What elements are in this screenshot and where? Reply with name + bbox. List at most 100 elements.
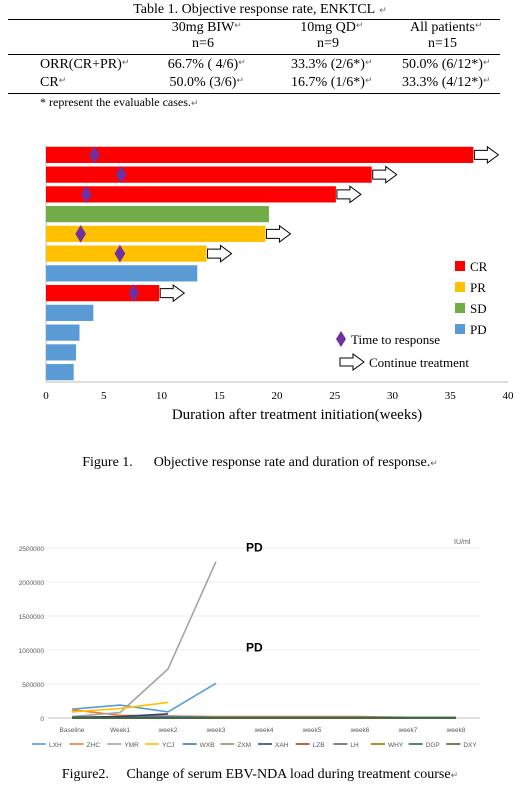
table-header-col1: 30mg BIW ↵ n=6 <box>148 20 258 52</box>
legend-label: YMR <box>124 742 139 749</box>
x-tick-label: week7 <box>398 727 418 734</box>
table-cell: 50.0% (3/6) ↵ <box>148 75 258 91</box>
y-tick-label: 1000000 <box>19 648 45 655</box>
x-tick-label: 40 <box>503 390 515 402</box>
legend-label: Continue treatment <box>369 355 469 370</box>
table-top-rule <box>8 19 500 20</box>
x-tick-label: week6 <box>350 727 370 734</box>
col3-n: n=15 <box>428 36 457 51</box>
response-marker-icon <box>89 145 100 164</box>
row2-label: CR <box>40 75 59 90</box>
paragraph-mark-icon: ↵ <box>58 75 67 85</box>
cell-value: 50.0% (6/12*) <box>402 57 483 72</box>
response-marker-icon <box>114 244 126 263</box>
legend-label: PD <box>470 322 487 337</box>
col3-label: All patients <box>410 20 475 35</box>
table-cell: 66.7% ( 4/6) ↵ <box>148 57 258 73</box>
table-bottom-rule <box>8 93 500 94</box>
series-line-ymr <box>71 561 217 718</box>
paragraph-mark-icon: ↵ <box>482 75 491 85</box>
legend-swatch <box>455 282 465 292</box>
table-cell: 50.0% (6/12*) ↵ <box>385 57 500 73</box>
legend-label: YCJ <box>162 742 174 749</box>
col2-n: n=9 <box>317 36 339 51</box>
table-row-label: CR ↵ <box>40 75 66 91</box>
cell-value: 66.7% ( 4/6) <box>167 57 239 72</box>
bar-pd <box>46 344 77 361</box>
legend-label: ZXM <box>237 742 251 749</box>
y-tick-label: 1500000 <box>19 614 45 621</box>
paragraph-mark-icon: ↵ <box>236 75 244 85</box>
col1-n: n=6 <box>192 36 214 51</box>
continue-arrow-icon <box>207 244 233 263</box>
paragraph-mark-icon: ↵ <box>121 57 130 67</box>
bar-pd <box>46 265 198 282</box>
legend-label: WHY <box>388 742 404 749</box>
x-tick-label: week2 <box>158 727 178 734</box>
paragraph-mark-icon: ↵ <box>450 770 459 780</box>
legend-label: LZB <box>313 742 325 749</box>
cell-value: 33.3% (2/6*) <box>291 57 365 72</box>
row1-label: ORR(CR+PR) <box>40 57 122 72</box>
table-header-col2: 10mg QD ↵ n=9 <box>273 20 383 52</box>
paragraph-mark-icon: ↵ <box>238 57 246 67</box>
response-marker-icon <box>81 185 92 204</box>
paragraph-mark-icon: ↵ <box>355 20 364 30</box>
x-tick-label: 25 <box>329 390 341 402</box>
legend-swatch <box>455 303 465 313</box>
paragraph-mark-icon: ↵ <box>379 5 387 15</box>
cell-value: 33.3% (4/12*) <box>402 75 483 90</box>
legend-label: SD <box>470 301 487 316</box>
bar-pr <box>46 245 207 262</box>
figure2-number: Figure2. <box>61 767 109 782</box>
paragraph-mark-icon: ↵ <box>234 20 242 30</box>
response-marker-icon <box>75 224 86 243</box>
table-cell: 33.3% (2/6*) ↵ <box>273 57 383 73</box>
figure2-caption: Figure2. Change of serum EBV-NDA load du… <box>0 767 520 783</box>
bar-cr <box>46 285 160 302</box>
bar-pd <box>46 304 94 321</box>
legend-label: CR <box>470 259 488 274</box>
paragraph-mark-icon: ↵ <box>474 20 483 30</box>
bar-cr <box>46 186 336 203</box>
bar-cr <box>46 146 474 163</box>
col1-label: 30mg BIW <box>171 20 235 35</box>
legend-label: WXB <box>200 742 215 749</box>
x-tick-label: Week1 <box>110 727 130 734</box>
bar-cr <box>46 166 372 183</box>
table-header-col3: All patients ↵ n=15 <box>385 20 500 52</box>
series-line-ycj <box>71 701 169 713</box>
x-tick-label: 15 <box>214 390 226 402</box>
legend-arrow-icon <box>339 353 365 371</box>
table-cell: 16.7% (1/6*) ↵ <box>273 75 383 91</box>
x-tick-label: 35 <box>445 390 457 402</box>
x-tick-label: week5 <box>302 727 322 734</box>
legend-label: PR <box>470 280 486 295</box>
series-line-lxh <box>71 682 217 713</box>
legend-swatch <box>455 324 465 334</box>
response-marker-icon <box>128 284 140 303</box>
y-tick-label: 2500000 <box>19 546 45 553</box>
x-tick-label: 0 <box>43 390 49 402</box>
y-axis-unit: IU/ml <box>454 539 471 546</box>
swimmer-chart: 0 5 10 15 20 25 30 35 40 Duration after treatment… <box>43 145 515 423</box>
table-footnote: * represent the evaluable cases.↵ <box>40 95 198 110</box>
x-tick-label: 5 <box>101 390 107 402</box>
x-tick-label: 30 <box>387 390 399 402</box>
continue-arrow-icon <box>336 185 362 204</box>
legend-label: LXH <box>49 742 62 749</box>
paragraph-mark-icon: ↵ <box>482 57 491 67</box>
x-tick-label: week3 <box>206 727 226 734</box>
legend-label: ZHC <box>87 742 101 749</box>
y-tick-label: 500000 <box>22 682 44 689</box>
figure1-number: Figure 1. <box>82 455 133 470</box>
bar-sd <box>46 206 269 223</box>
table-cell: 33.3% (4/12*) ↵ <box>385 75 500 91</box>
legend-label: Time to response <box>351 332 440 347</box>
legend-label: XAH <box>275 742 289 749</box>
continue-arrow-icon <box>473 145 500 164</box>
table-title-text: Table 1. Objective response rate, ENKTCL <box>133 2 376 17</box>
bar-pd <box>46 364 74 381</box>
x-tick-label: Baseline <box>60 727 85 734</box>
paragraph-mark-icon: ↵ <box>364 75 373 85</box>
